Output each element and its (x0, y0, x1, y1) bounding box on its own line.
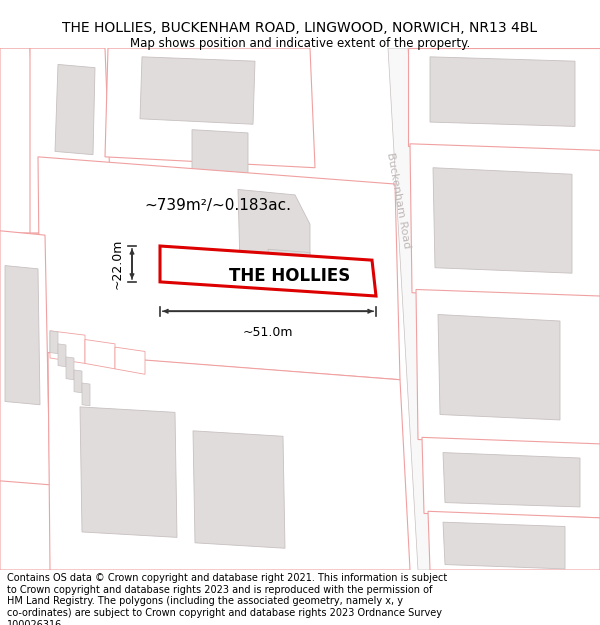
Polygon shape (5, 266, 40, 405)
Polygon shape (443, 452, 580, 507)
Polygon shape (105, 48, 315, 168)
Polygon shape (443, 522, 565, 569)
Polygon shape (0, 231, 50, 489)
Polygon shape (388, 48, 438, 570)
Polygon shape (433, 168, 572, 273)
Text: Map shows position and indicative extent of the property.: Map shows position and indicative extent… (130, 38, 470, 50)
Polygon shape (80, 407, 177, 538)
Polygon shape (140, 57, 255, 124)
Polygon shape (0, 48, 40, 233)
Polygon shape (410, 144, 600, 298)
Text: THE HOLLIES: THE HOLLIES (229, 268, 350, 286)
Polygon shape (85, 339, 115, 369)
Polygon shape (30, 48, 112, 233)
Polygon shape (416, 289, 600, 445)
Polygon shape (82, 383, 90, 406)
Text: Buckenham Road: Buckenham Road (385, 151, 412, 249)
Polygon shape (50, 331, 58, 354)
Polygon shape (74, 370, 82, 392)
Polygon shape (160, 246, 376, 296)
Text: ~739m²/~0.183ac.: ~739m²/~0.183ac. (145, 198, 292, 213)
Polygon shape (66, 357, 74, 380)
Text: THE HOLLIES, BUCKENHAM ROAD, LINGWOOD, NORWICH, NR13 4BL: THE HOLLIES, BUCKENHAM ROAD, LINGWOOD, N… (62, 21, 538, 34)
Polygon shape (38, 157, 400, 380)
Polygon shape (48, 352, 410, 570)
Text: Contains OS data © Crown copyright and database right 2021. This information is : Contains OS data © Crown copyright and d… (7, 573, 448, 625)
Polygon shape (408, 48, 600, 151)
Polygon shape (430, 57, 575, 126)
Text: ~22.0m: ~22.0m (111, 239, 124, 289)
Polygon shape (58, 344, 66, 367)
Polygon shape (438, 314, 560, 420)
Polygon shape (268, 249, 310, 268)
Polygon shape (422, 438, 600, 518)
Polygon shape (192, 129, 248, 173)
Polygon shape (115, 347, 145, 374)
Polygon shape (238, 189, 310, 268)
Polygon shape (55, 64, 95, 154)
Polygon shape (428, 511, 600, 570)
Polygon shape (0, 481, 58, 570)
Text: ~51.0m: ~51.0m (243, 326, 293, 339)
Polygon shape (50, 331, 85, 363)
Polygon shape (193, 431, 285, 548)
